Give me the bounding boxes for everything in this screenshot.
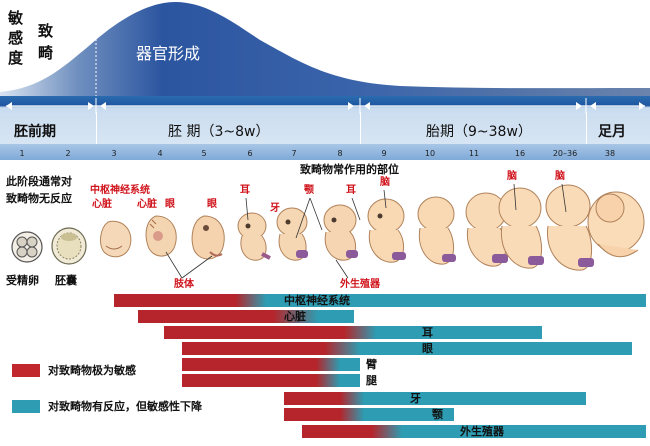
- bar-heart-sensitive: [138, 310, 318, 323]
- week-tick: 9: [381, 149, 387, 158]
- label-limbs: 肢体: [174, 279, 194, 290]
- label-brain-2: 脑: [507, 171, 517, 182]
- pre-embryo-note-2: 致畸物无反应: [6, 192, 72, 205]
- period-arrows: [6, 98, 645, 114]
- week-tick: 6: [247, 149, 253, 158]
- label-jaw: 颚: [304, 185, 314, 196]
- label-eye-2: 眼: [207, 199, 217, 210]
- fetus-week9-icon: [367, 198, 406, 263]
- axis-char: 度: [8, 49, 24, 67]
- label-eye-1: 眼: [165, 199, 175, 210]
- annotation-pointers: [165, 183, 567, 279]
- sensitivity-curve: [0, 2, 650, 96]
- label-brain-1: 脑: [380, 177, 390, 188]
- period-pre-embryonic: 胚前期: [14, 124, 56, 140]
- bar-label-jaw: 颚: [432, 408, 443, 421]
- fetus-week38-icon: [587, 191, 645, 258]
- pre-embryo-note-1: 此阶段通常对: [6, 175, 72, 188]
- week-axis-band: [0, 144, 650, 160]
- bar-arm-sensitive: [182, 358, 340, 371]
- week-tick: 3: [111, 149, 117, 158]
- bar-leg-sensitive: [182, 374, 340, 387]
- fetus-week16-icon: [498, 187, 544, 269]
- bar-heart-reduced: [318, 310, 354, 323]
- site-title: 致畸物常作用的部位: [300, 163, 399, 176]
- bar-label-cns: 中枢神经系统: [284, 294, 350, 307]
- label-heart-1: 心脏: [92, 199, 112, 210]
- legend-label-reduced: 对致畸物有反应，但敏感性下降: [48, 400, 202, 413]
- week-tick: 20–36: [552, 149, 578, 158]
- bar-ear-reduced: [376, 326, 542, 339]
- bar-label-leg: 腿: [366, 374, 377, 387]
- label-genitals: 外生殖器: [340, 279, 380, 290]
- label-teeth: 牙: [270, 203, 280, 214]
- week-tick: 2: [65, 149, 71, 158]
- period-term: 足月: [598, 124, 626, 140]
- fertilized-egg-label: 受精卵: [6, 274, 39, 287]
- legend-swatch-sensitive: [12, 364, 40, 377]
- week-tick: 10: [424, 149, 436, 158]
- bar-jaw-reduced: [364, 408, 454, 421]
- week-tick: 5: [201, 149, 207, 158]
- period-fetal: 胎期（9~38w）: [426, 124, 532, 140]
- blastocyst-label: 胚囊: [55, 274, 77, 287]
- fetus-week10-icon: [417, 196, 456, 265]
- bar-eye-sensitive: [182, 342, 360, 355]
- bar-label-heart: 心脏: [284, 310, 306, 323]
- bar-label-arm: 臂: [366, 358, 377, 371]
- week-tick: 7: [291, 149, 297, 158]
- bar-label-genitals: 外生殖器: [460, 425, 504, 438]
- bar-genitals-reduced: [402, 425, 646, 438]
- week-tick: 4: [157, 149, 163, 158]
- teratogen-char: 畸: [38, 44, 54, 62]
- bar-cns-sensitive: [114, 294, 266, 307]
- period-header-band: [0, 96, 650, 144]
- fertilized-egg-icon: [11, 231, 43, 263]
- week-tick: 38: [604, 149, 616, 158]
- week-tick: 8: [337, 149, 343, 158]
- week-tick: 11: [468, 149, 480, 158]
- week-tick: 16: [514, 149, 526, 158]
- bar-label-eye: 眼: [422, 342, 433, 355]
- bar-teeth-sensitive: [284, 392, 364, 405]
- legend: 对致畸物极为敏感 对致畸物有反应，但敏感性下降: [8, 364, 278, 424]
- organ-formation-label: 器官形成: [136, 44, 201, 63]
- bar-arm-reduced: [340, 358, 360, 371]
- bar-jaw-sensitive: [284, 408, 364, 421]
- label-heart-2: 心脏: [137, 199, 157, 210]
- embryo-week6-icon: [237, 212, 271, 261]
- week-tick: 1: [19, 149, 25, 158]
- legend-swatch-reduced: [12, 400, 40, 413]
- sensitivity-axis-label: 敏 感 度: [8, 8, 24, 68]
- embryo-week8-icon: [323, 204, 358, 261]
- label-cns: 中枢神经系统: [90, 185, 150, 196]
- blastocyst-icon: [51, 227, 87, 265]
- bar-ear-sensitive: [164, 326, 376, 339]
- bar-cns-reduced: [266, 294, 646, 307]
- bar-label-ear: 耳: [422, 326, 433, 339]
- axis-char: 感: [8, 29, 24, 47]
- label-brain-3: 脑: [555, 171, 565, 182]
- bar-leg-reduced: [340, 374, 360, 387]
- fetus-week20-36-icon: [545, 184, 594, 271]
- bar-eye-reduced: [360, 342, 632, 355]
- embryo-week3-icon: [100, 220, 132, 258]
- period-embryonic: 胚 期（3~8w）: [168, 124, 270, 140]
- bar-teeth-reduced: [364, 392, 586, 405]
- bar-label-teeth: 牙: [410, 392, 421, 405]
- label-ear-1: 耳: [240, 185, 250, 196]
- legend-label-sensitive: 对致畸物极为敏感: [48, 364, 136, 377]
- teratogen-label: 致 畸: [38, 20, 54, 64]
- embryo-week4-icon: [145, 215, 177, 257]
- label-ear-2: 耳: [346, 185, 356, 196]
- axis-char: 敏: [8, 9, 24, 27]
- teratogen-char: 致: [38, 22, 54, 40]
- bar-genitals-sensitive: [302, 425, 402, 438]
